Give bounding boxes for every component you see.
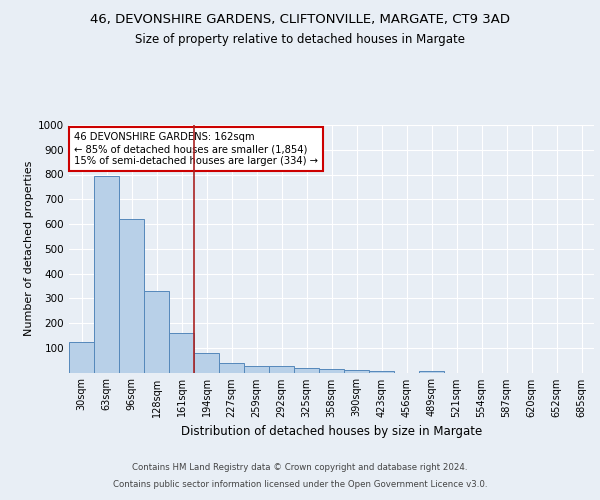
Bar xyxy=(419,370,444,372)
Bar xyxy=(194,352,219,372)
Text: 46 DEVONSHIRE GARDENS: 162sqm
← 85% of detached houses are smaller (1,854)
15% o: 46 DEVONSHIRE GARDENS: 162sqm ← 85% of d… xyxy=(74,132,318,166)
Text: 46, DEVONSHIRE GARDENS, CLIFTONVILLE, MARGATE, CT9 3AD: 46, DEVONSHIRE GARDENS, CLIFTONVILLE, MA… xyxy=(90,12,510,26)
Bar xyxy=(369,370,394,372)
Bar xyxy=(169,333,194,372)
Bar xyxy=(69,342,94,372)
Bar xyxy=(244,366,269,372)
Bar xyxy=(219,362,244,372)
Bar xyxy=(119,219,144,372)
Bar xyxy=(294,368,319,372)
Bar xyxy=(269,366,294,372)
Y-axis label: Number of detached properties: Number of detached properties xyxy=(24,161,34,336)
Bar xyxy=(144,291,169,372)
Text: Contains public sector information licensed under the Open Government Licence v3: Contains public sector information licen… xyxy=(113,480,487,489)
Bar xyxy=(344,370,369,372)
X-axis label: Distribution of detached houses by size in Margate: Distribution of detached houses by size … xyxy=(181,425,482,438)
Text: Contains HM Land Registry data © Crown copyright and database right 2024.: Contains HM Land Registry data © Crown c… xyxy=(132,464,468,472)
Bar xyxy=(319,369,344,372)
Text: Size of property relative to detached houses in Margate: Size of property relative to detached ho… xyxy=(135,32,465,46)
Bar xyxy=(94,176,119,372)
